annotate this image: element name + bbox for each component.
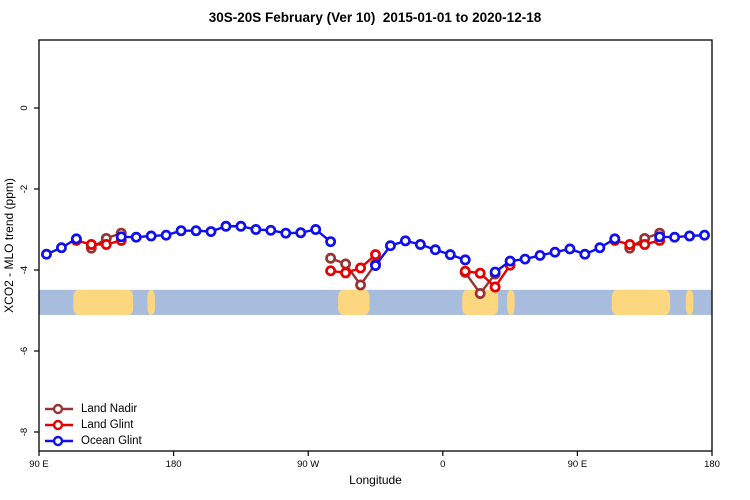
ocean-glint-line-marker-icon xyxy=(45,435,73,447)
svg-text:90 E: 90 E xyxy=(29,459,49,470)
svg-text:XCO2 - MLO trend (ppm): XCO2 - MLO trend (ppm) xyxy=(2,178,16,313)
svg-text:-4: -4 xyxy=(19,266,30,274)
legend-label-land-glint: Land Glint xyxy=(81,419,134,431)
svg-text:Longitude: Longitude xyxy=(349,473,402,487)
legend-label-land-nadir: Land Nadir xyxy=(81,403,138,415)
land-nadir-line-marker-icon xyxy=(45,403,73,415)
svg-text:0: 0 xyxy=(440,459,445,470)
svg-text:180: 180 xyxy=(166,459,182,470)
svg-text:0: 0 xyxy=(19,105,30,110)
legend-item-ocean-glint: Ocean Glint xyxy=(44,433,142,449)
legend-item-land-nadir: Land Nadir xyxy=(44,401,142,417)
svg-text:-2: -2 xyxy=(19,185,30,193)
svg-text:180: 180 xyxy=(704,459,720,470)
chart-title: 30S-20S February (Ver 10) 2015-01-01 to … xyxy=(208,10,542,25)
legend: Land Nadir Land Glint Ocean Glint xyxy=(44,401,142,449)
svg-text:-8: -8 xyxy=(19,428,30,436)
legend-item-land-glint: Land Glint xyxy=(44,417,142,433)
land-glint-line-marker-icon xyxy=(45,419,73,431)
svg-text:-6: -6 xyxy=(19,347,30,355)
svg-text:90 W: 90 W xyxy=(297,459,319,470)
legend-label-ocean-glint: Ocean Glint xyxy=(81,435,142,447)
svg-text:90 E: 90 E xyxy=(568,459,588,470)
